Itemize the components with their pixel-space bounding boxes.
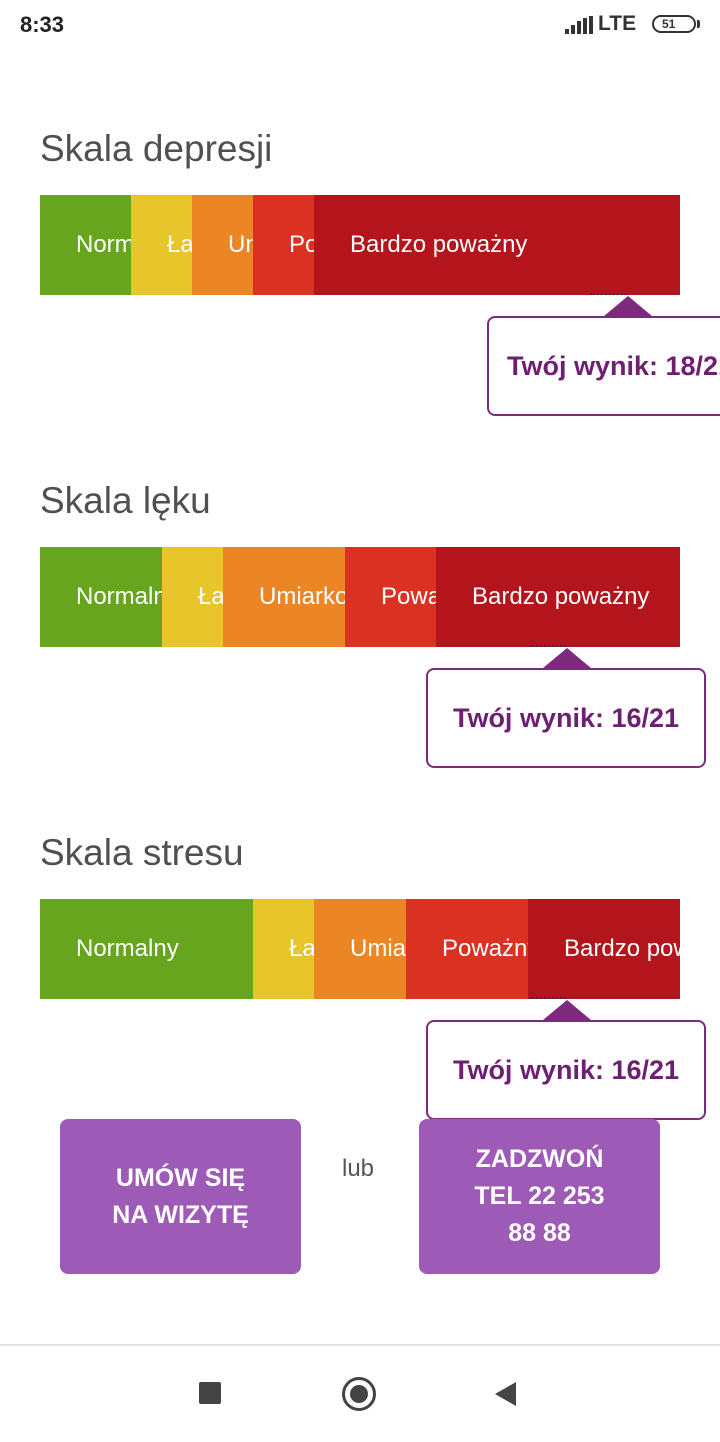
scale-bar-anxiety: Normalny Łagodny Umiarkowany Poważny Bar…: [40, 547, 680, 647]
segment-severe: Poważny: [345, 547, 436, 647]
battery-icon: 51: [652, 15, 696, 33]
segment-mild: Łagodny: [162, 547, 223, 647]
segment-extreme: Bardzo poważny: [528, 899, 680, 999]
battery-level: 51: [662, 17, 676, 31]
segment-label: Bardzo poważny: [472, 583, 650, 610]
signal-icon: [565, 16, 593, 34]
segment-normal: Normalny: [40, 899, 253, 999]
segment-extreme: Bardzo poważny: [436, 547, 680, 647]
segment-label: Normalny: [76, 231, 131, 258]
scale-title-anxiety: Skala lęku: [40, 480, 211, 521]
book-visit-label: UMÓW SIĘ NA WIZYTĘ: [112, 1160, 249, 1234]
status-bar: 8:33 LTE 51: [0, 0, 720, 52]
scale-title-stress: Skala stresu: [40, 832, 244, 873]
book-visit-line-1: UMÓW SIĘ: [115, 1163, 246, 1192]
segment-label: Umiarkowany: [259, 583, 345, 610]
call-button[interactable]: ZADZWOŃ TEL 22 253 88 88: [419, 1119, 660, 1274]
segment-mild: Łagodny: [253, 899, 314, 999]
triangle-back-icon[interactable]: [495, 1382, 516, 1406]
book-visit-button[interactable]: UMÓW SIĘ NA WIZYTĘ: [60, 1119, 301, 1274]
segment-label: Poważny: [381, 583, 436, 610]
navigation-bar: [0, 1344, 720, 1442]
segment-severe: Poważny: [406, 899, 528, 999]
segment-extreme: Bardzo poważny: [314, 195, 680, 295]
tooltip-arrow: [604, 296, 652, 316]
square-icon[interactable]: [199, 1382, 221, 1404]
network-type: LTE: [598, 12, 637, 35]
tooltip-arrow: [543, 648, 591, 668]
segment-moderate: Umiarkowany: [314, 899, 406, 999]
call-line-1: ZADZWOŃ: [475, 1145, 604, 1173]
call-label: ZADZWOŃ TEL 22 253 88 88: [474, 1141, 604, 1252]
segment-mild: Łagodny: [131, 195, 192, 295]
segment-moderate: Umiarkowany: [192, 195, 253, 295]
segment-label: Łagodny: [198, 583, 223, 610]
score-tooltip-depression: Twój wynik: 18/21: [487, 316, 720, 416]
status-time: 8:33: [20, 12, 65, 37]
scale-bar-stress: Normalny Łagodny Umiarkowany Poważny Bar…: [40, 899, 680, 999]
segment-label: Bardzo poważny: [564, 935, 680, 962]
segment-label: Normalny: [76, 935, 179, 962]
segment-label: Łagodny: [289, 935, 314, 962]
battery-tip: [697, 20, 700, 28]
call-line-3: 88 88: [508, 1219, 571, 1247]
segment-label: Bardzo poważny: [350, 231, 528, 258]
or-text: lub: [342, 1155, 375, 1182]
segment-label: Umiarkowany: [228, 231, 253, 258]
segment-normal: Normalny: [40, 195, 131, 295]
segment-label: Poważny: [289, 231, 314, 258]
score-marker: [529, 645, 566, 647]
score-marker: [529, 997, 566, 999]
segment-label: Łagodny: [167, 231, 192, 258]
book-visit-line-2: NA WIZYTĘ: [112, 1200, 249, 1229]
tooltip-arrow: [543, 1000, 591, 1020]
segment-severe: Poważny: [253, 195, 314, 295]
scale-title-depression: Skala depresji: [40, 128, 273, 169]
segment-label: Umiarkowany: [350, 935, 406, 962]
call-line-2: TEL 22 253: [474, 1182, 605, 1210]
segment-label: Normalny: [76, 583, 162, 610]
segment-label: Poważny: [442, 935, 528, 962]
scale-bar-depression: Normalny Łagodny Umiarkowany Poważny Bar…: [40, 195, 680, 295]
segment-normal: Normalny: [40, 547, 162, 647]
score-tooltip-anxiety: Twój wynik: 16/21: [426, 668, 706, 768]
score-tooltip-stress: Twój wynik: 16/21: [426, 1020, 706, 1120]
circle-icon[interactable]: [342, 1377, 376, 1411]
segment-moderate: Umiarkowany: [223, 547, 345, 647]
score-marker: [590, 293, 627, 295]
